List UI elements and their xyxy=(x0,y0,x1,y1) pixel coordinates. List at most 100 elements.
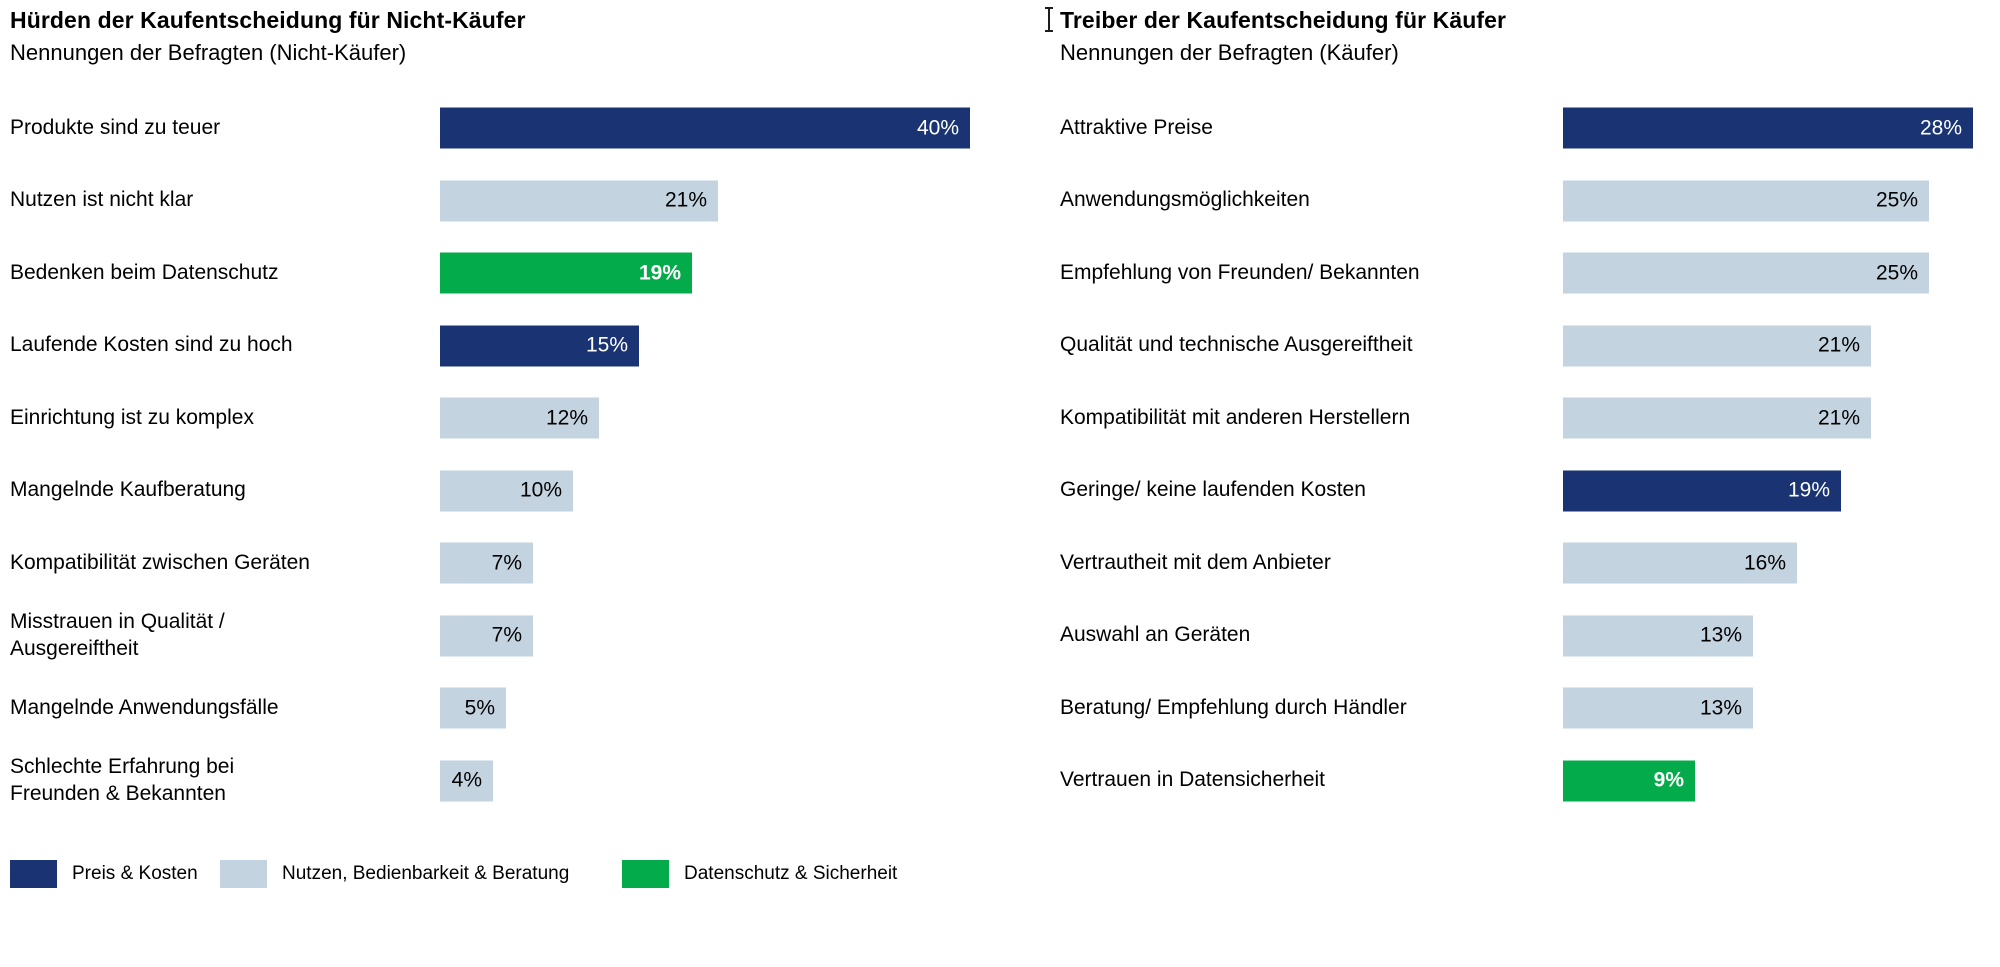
category-label: Vertrauen in Datensicherheit xyxy=(1060,768,1325,792)
value-label: 9% xyxy=(1653,768,1684,792)
bar-lightblue: 13% xyxy=(1563,687,1753,729)
chart-title: Treiber der Kaufentscheidung für Käufer xyxy=(1060,7,1507,33)
bar-row: Geringe/ keine laufenden Kosten 19% xyxy=(1060,455,2000,528)
category-label: Laufende Kosten sind zu hoch xyxy=(10,333,293,357)
value-label: 13% xyxy=(1699,696,1742,720)
bar-row: Produkte sind zu teuer 40% xyxy=(10,92,1000,165)
category-label: Auswahl an Geräten xyxy=(1060,623,1251,647)
chart-non-buyers: Hürden der Kaufentscheidung für Nicht-Kä… xyxy=(10,0,1000,860)
bar-green: 19% xyxy=(440,252,692,294)
bar-navy: 19% xyxy=(1563,470,1841,512)
category-label: Misstrauen in Qualität / Ausgereiftheit xyxy=(10,609,225,660)
bar-row: Attraktive Preise 28% xyxy=(1060,92,2000,165)
value-label: 7% xyxy=(491,551,522,575)
legend: Preis & Kosten Nutzen, Bedienbarkeit & B… xyxy=(0,860,2000,892)
bar-row: Misstrauen in Qualität / Ausgereiftheit 7… xyxy=(10,600,1000,673)
legend-item-preis-kosten: Preis & Kosten xyxy=(10,860,198,888)
bar-navy: 28% xyxy=(1563,107,1973,149)
chart-title: Hürden der Kaufentscheidung für Nicht-Kä… xyxy=(10,7,526,33)
bar-rows: Attraktive Preise 28% Anwendungsmöglichkei… xyxy=(1060,92,2000,817)
category-label: Einrichtung ist zu komplex xyxy=(10,405,254,429)
value-label: 16% xyxy=(1743,551,1786,575)
category-label: Empfehlung von Freunden/ Bekannten xyxy=(1060,260,1420,284)
value-label: 19% xyxy=(638,261,681,285)
category-label: Kompatibilität mit anderen Herstellern xyxy=(1060,405,1411,429)
value-label: 21% xyxy=(1817,406,1860,430)
bar-lightblue: 21% xyxy=(1563,397,1871,439)
bar-row: Vertrauen in Datensicherheit 9% xyxy=(1060,745,2000,818)
value-label: 40% xyxy=(916,116,959,140)
text-cursor-icon xyxy=(1045,7,1053,32)
bar-lightblue: 4% xyxy=(440,760,493,802)
bar-lightblue: 25% xyxy=(1563,180,1929,222)
value-label: 21% xyxy=(1817,333,1860,357)
category-label: Nutzen ist nicht klar xyxy=(10,188,194,212)
bar-row: Empfehlung von Freunden/ Bekannten 25% xyxy=(1060,237,2000,310)
legend-item-nutzen-bedienbarkeit: Nutzen, Bedienbarkeit & Beratung xyxy=(220,860,569,888)
bar-row: Qualität und technische Ausgereiftheit 21… xyxy=(1060,310,2000,383)
value-label: 5% xyxy=(464,696,495,720)
category-label: Beratung/ Empfehlung durch Händler xyxy=(1060,695,1407,719)
value-label: 13% xyxy=(1699,623,1742,647)
bar-row: Kompatibilität zwischen Geräten 7% xyxy=(10,527,1000,600)
category-label: Qualität und technische Ausgereiftheit xyxy=(1060,333,1413,357)
bar-navy: 40% xyxy=(440,107,970,149)
category-label: Vertrautheit mit dem Anbieter xyxy=(1060,550,1331,574)
legend-swatch-navy xyxy=(10,860,57,888)
category-label: Produkte sind zu teuer xyxy=(10,115,221,139)
bar-lightblue: 13% xyxy=(1563,615,1753,657)
legend-swatch-green xyxy=(622,860,669,888)
category-label: Bedenken beim Datenschutz xyxy=(10,260,279,284)
value-label: 4% xyxy=(451,768,482,792)
value-label: 25% xyxy=(1875,188,1918,212)
bar-lightblue: 5% xyxy=(440,687,506,729)
bar-row: Einrichtung ist zu komplex 12% xyxy=(10,382,1000,455)
bar-rows: Produkte sind zu teuer 40% Nutzen ist nich… xyxy=(10,92,1000,817)
bar-lightblue: 7% xyxy=(440,615,533,657)
bar-lightblue: 21% xyxy=(440,180,718,222)
category-label: Attraktive Preise xyxy=(1060,115,1213,139)
bar-row: Bedenken beim Datenschutz 19% xyxy=(10,237,1000,310)
bar-row: Anwendungsmöglichkeiten 25% xyxy=(1060,165,2000,238)
category-label: Mangelnde Anwendungsfälle xyxy=(10,695,279,719)
bar-row: Mangelnde Anwendungsfälle 5% xyxy=(10,672,1000,745)
legend-label: Datenschutz & Sicherheit xyxy=(684,863,898,884)
chart-subtitle: Nennungen der Befragten (Käufer) xyxy=(1060,39,1399,65)
category-label: Mangelnde Kaufberatung xyxy=(10,478,246,502)
category-label: Schlechte Erfahrung bei Freunden & Bekan… xyxy=(10,754,235,805)
legend-item-datenschutz: Datenschutz & Sicherheit xyxy=(622,860,897,888)
legend-label: Nutzen, Bedienbarkeit & Beratung xyxy=(282,863,570,884)
bar-green: 9% xyxy=(1563,760,1695,802)
bar-row: Laufende Kosten sind zu hoch 15% xyxy=(10,310,1000,383)
bar-lightblue: 25% xyxy=(1563,252,1929,294)
value-label: 21% xyxy=(664,188,707,212)
bar-lightblue: 7% xyxy=(440,542,533,584)
bar-lightblue: 21% xyxy=(1563,325,1871,367)
value-label: 12% xyxy=(545,406,588,430)
value-label: 28% xyxy=(1919,116,1962,140)
bar-row: Beratung/ Empfehlung durch Händler 13% xyxy=(1060,672,2000,745)
value-label: 7% xyxy=(491,623,522,647)
bar-row: Mangelnde Kaufberatung 10% xyxy=(10,455,1000,528)
category-label: Geringe/ keine laufenden Kosten xyxy=(1060,478,1366,502)
bar-row: Auswahl an Geräten 13% xyxy=(1060,600,2000,673)
chart-subtitle: Nennungen der Befragten (Nicht-Käufer) xyxy=(10,39,407,65)
legend-label: Preis & Kosten xyxy=(72,863,198,884)
bar-lightblue: 16% xyxy=(1563,542,1797,584)
bar-row: Schlechte Erfahrung bei Freunden & Bekan… xyxy=(10,745,1000,818)
bar-row: Vertrautheit mit dem Anbieter 16% xyxy=(1060,527,2000,600)
value-label: 10% xyxy=(519,478,562,502)
legend-swatch-lightblue xyxy=(220,860,267,888)
value-label: 19% xyxy=(1787,478,1830,502)
bar-lightblue: 12% xyxy=(440,397,599,439)
bar-navy: 15% xyxy=(440,325,639,367)
bar-row: Kompatibilität mit anderen Herstellern 21… xyxy=(1060,382,2000,455)
bar-row: Nutzen ist nicht klar 21% xyxy=(10,165,1000,238)
value-label: 15% xyxy=(585,333,628,357)
value-label: 25% xyxy=(1875,261,1918,285)
category-label: Anwendungsmöglichkeiten xyxy=(1060,188,1310,212)
chart-buyers: Treiber der Kaufentscheidung für Käufer … xyxy=(1060,0,2000,860)
bar-lightblue: 10% xyxy=(440,470,573,512)
category-label: Kompatibilität zwischen Geräten xyxy=(10,550,310,574)
